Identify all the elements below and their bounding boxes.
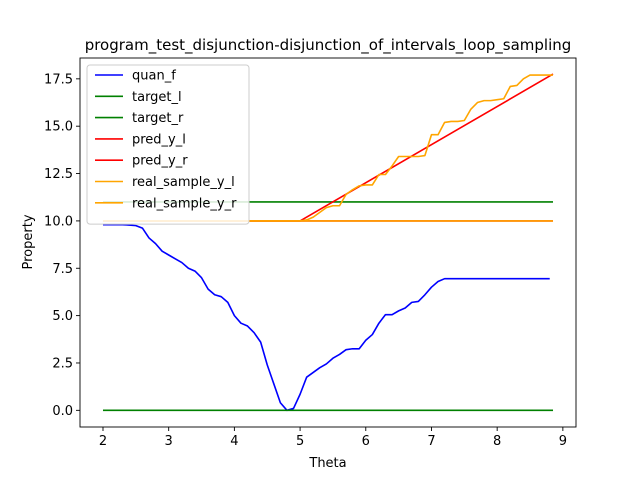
y-tick-label: 12.5 bbox=[44, 167, 73, 182]
x-tick-label: 4 bbox=[230, 434, 238, 449]
legend-box bbox=[86, 64, 250, 225]
series-line-real-sample-y-l bbox=[102, 74, 554, 222]
y-tick-label: 0.0 bbox=[52, 404, 73, 419]
x-tick-label: 3 bbox=[165, 434, 173, 449]
legend-label-quan-f: quan_f bbox=[132, 69, 176, 84]
axes-frame bbox=[79, 57, 577, 428]
legend-label-target-r: target_r bbox=[132, 111, 184, 126]
legend-label-pred-y-l: pred_y_l bbox=[132, 132, 186, 147]
legend-label-pred-y-r: pred_y_r bbox=[132, 154, 188, 169]
x-tick-label: 6 bbox=[362, 434, 370, 449]
y-tick-label: 17.5 bbox=[44, 72, 73, 87]
x-tick-label: 2 bbox=[99, 434, 107, 449]
axes-layer: 2 3 4 5 6 7 8 9 0.0 2.5 5.0 7.5 10.0 12.5 15.0 17.5 bbox=[44, 57, 577, 449]
y-tick-label: 2.5 bbox=[52, 356, 73, 371]
y-tick-label: 15.0 bbox=[44, 120, 73, 135]
x-tick-label: 7 bbox=[427, 434, 435, 449]
legend-label-target-l: target_l bbox=[132, 90, 182, 105]
series-line-quan-f bbox=[102, 223, 550, 412]
x-tick-label: 9 bbox=[559, 434, 567, 449]
y-tick-label: 7.5 bbox=[52, 262, 73, 277]
legend-label-real-sample-y-r: real_sample_y_r bbox=[132, 196, 237, 211]
legend: quan_f target_l target_r pred_y_l pred_y_rre… bbox=[86, 64, 250, 225]
x-axis-label: Theta bbox=[308, 456, 346, 471]
y-axis-label: Property bbox=[21, 214, 36, 269]
legend-label-real-sample-y-l: real_sample_y_l bbox=[132, 175, 235, 190]
y-tick-label: 10.0 bbox=[44, 214, 73, 229]
x-tick-label: 8 bbox=[493, 434, 501, 449]
x-tick-label: 5 bbox=[296, 434, 304, 449]
y-tick-label: 5.0 bbox=[52, 309, 73, 324]
chart-title: program_test_disjunction-disjunction_of_… bbox=[85, 36, 572, 55]
